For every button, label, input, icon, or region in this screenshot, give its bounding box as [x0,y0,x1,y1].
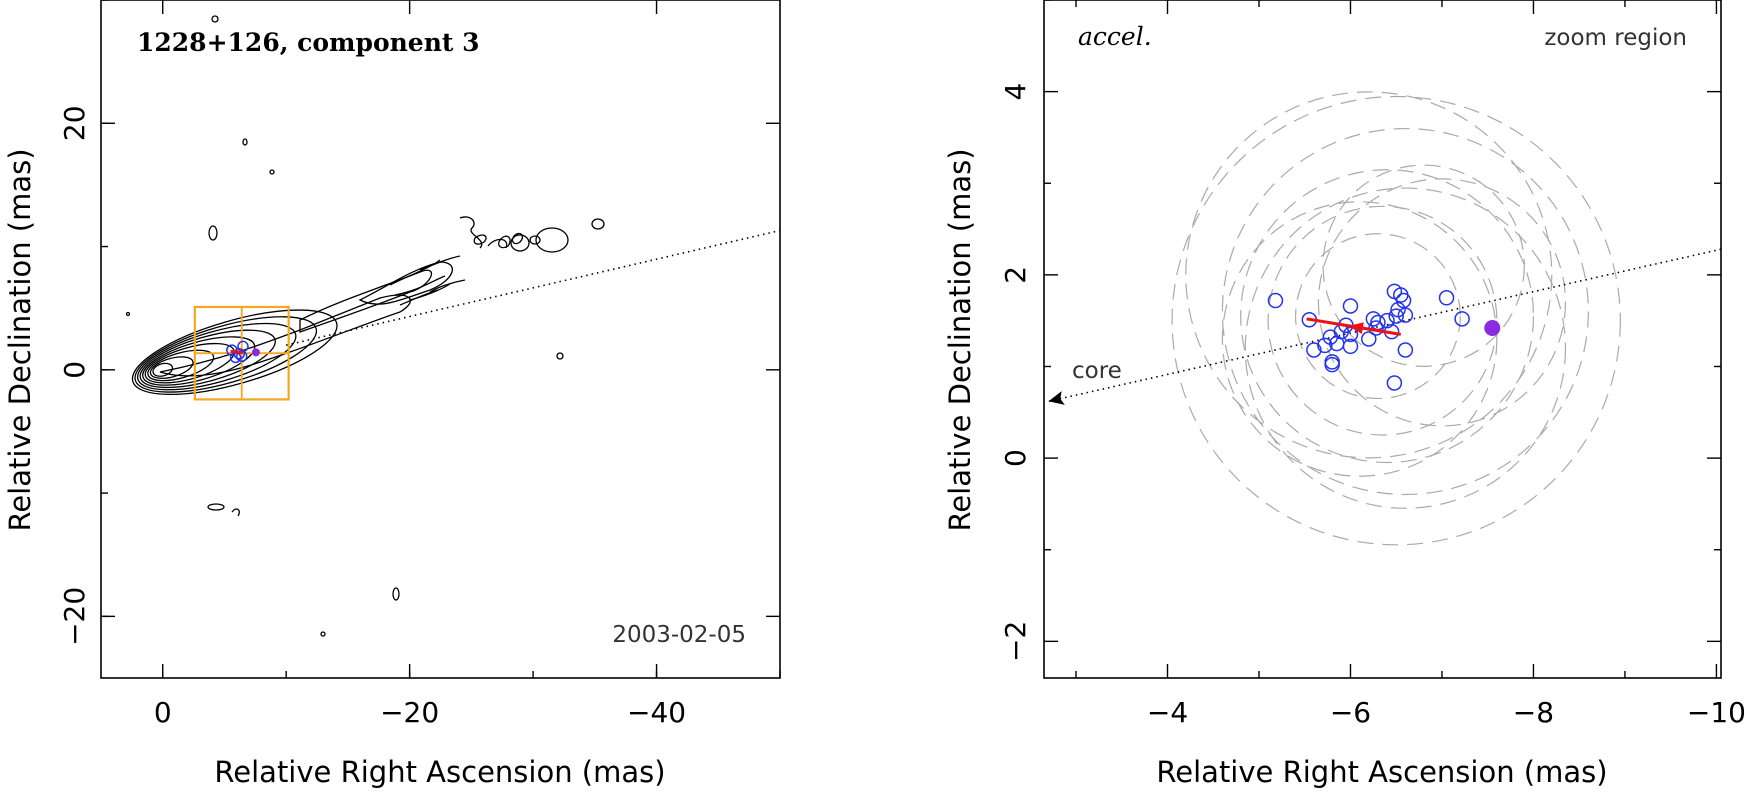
left-title: 1228+126, component 3 [137,28,480,57]
contour-line [299,269,432,333]
contour-line [269,169,275,175]
position-point [1397,307,1414,323]
uncertainty-circle [1185,91,1553,459]
position-point [1324,356,1340,373]
contour-line [231,508,240,517]
core-arrowhead [1048,391,1065,405]
left-axes: 0 −20 −40 −20 0 20 [58,0,781,729]
position-point [1267,292,1284,309]
uncertainty-circle [1240,169,1535,464]
y-tick-label: −2 [999,621,1032,662]
contour-line [147,349,215,382]
contour-line [511,232,524,245]
uncertainty-circle [1244,187,1567,509]
contour-line [473,234,487,245]
y-tick-label: 2 [999,266,1032,284]
position-point [1361,331,1377,347]
position-point [1395,292,1412,309]
contour-line [242,138,248,146]
position-point [1454,311,1470,327]
contour-line [459,216,483,249]
left-chart-marks: 0 −20 −40 −20 0 20 [58,0,781,729]
y-tick-label: 0 [58,361,91,379]
left-panel: 0 −20 −40 −20 0 20 1228+126, component 3 2003… [3,0,781,789]
position-point [1342,338,1359,355]
position-point [1438,290,1455,306]
uncertainty-circle [1221,127,1589,496]
contour-line [392,587,400,601]
uncertainty-circle [1221,201,1498,477]
zoom-region-label: zoom region [1544,25,1687,51]
velocity-vector [230,349,244,355]
contour-line [529,235,541,245]
left-date-label: 2003-02-05 [612,622,746,648]
right-plot-frame [1043,0,1722,679]
contour-line [149,356,194,379]
right-ylabel: Relative Declination (mas) [943,148,977,531]
contour-line [556,352,564,360]
position-point [1342,298,1359,314]
contour-line [207,503,225,511]
contour-line [358,261,453,305]
left-xlabel: Relative Right Ascension (mas) [214,755,665,789]
contour-line [389,259,446,296]
left-plot-frame [100,0,781,679]
contour-line [136,322,297,391]
position-point [1397,342,1414,358]
y-tick-label: 0 [999,449,1032,467]
y-tick-label: 4 [999,83,1032,101]
x-tick-label: −10 [1687,696,1746,729]
position-point [1388,308,1404,324]
uncertainty-circle [1171,95,1621,546]
uncertainty-circle [1322,164,1525,367]
contour-line [510,234,530,252]
contour-line [211,15,219,23]
contour-line [399,279,466,306]
contour-line [134,316,318,393]
x-tick-label: −20 [380,696,439,729]
velocity-arrowhead [1348,322,1364,335]
position-point [1386,375,1403,391]
y-tick-label: −20 [58,587,91,646]
highlight-point [1484,320,1501,337]
x-tick-label: 0 [154,696,172,729]
core-label: core [1072,358,1122,384]
right-chart-marks: −4 −6 −8 −10 −2 0 2 4 [999,0,1746,729]
position-point [1379,312,1395,329]
contour-line [208,225,218,241]
x-tick-label: −6 [1330,696,1371,729]
contour-line [535,227,569,253]
radio-contour-map [125,15,605,637]
contour-line [487,238,508,249]
left-ylabel: Relative Declination (mas) [3,148,37,531]
uncertainty-circle [1267,205,1498,436]
position-point [1365,311,1382,327]
right-panel: −4 −6 −8 −10 −2 0 2 4 accel. zoom region core R… [943,0,1746,789]
contour-line [142,336,256,386]
x-tick-label: −8 [1513,696,1554,729]
right-xlabel: Relative Right Ascension (mas) [1156,755,1607,789]
right-axes: −4 −6 −8 −10 −2 0 2 4 [999,0,1746,729]
x-tick-label: −4 [1147,696,1188,729]
contour-line [152,362,174,377]
uncertainty-circle [1294,233,1461,400]
right-panel-label: accel. [1078,22,1152,51]
position-point [1306,342,1322,358]
contour-line [125,311,131,317]
component-point-filled [251,348,260,357]
jet-axis-line [286,229,781,346]
position-point [1317,337,1333,354]
contour-line [320,631,326,637]
y-tick-label: 20 [58,105,91,141]
contour-line [591,218,605,230]
contour-line [498,235,511,249]
contour-line [131,309,338,396]
x-tick-label: −40 [627,696,686,729]
uncertainty-circle [1317,178,1567,427]
